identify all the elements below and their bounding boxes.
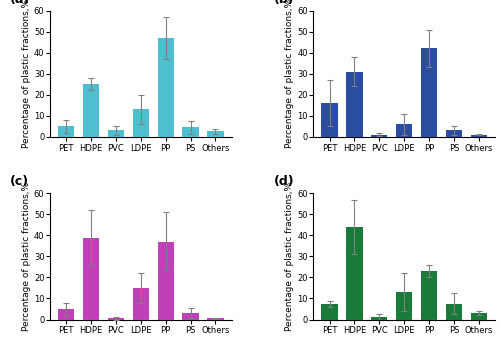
Text: (d): (d) <box>274 175 294 189</box>
Bar <box>208 131 224 137</box>
Y-axis label: Percentage of plastic fractions,%: Percentage of plastic fractions,% <box>22 0 31 148</box>
Bar <box>182 313 198 320</box>
Bar <box>322 304 338 320</box>
Bar <box>396 124 412 137</box>
Bar <box>108 130 124 137</box>
Bar <box>158 38 174 137</box>
Text: (b): (b) <box>274 0 294 6</box>
Text: (a): (a) <box>10 0 30 6</box>
Bar <box>322 103 338 137</box>
Bar <box>83 84 99 137</box>
Y-axis label: Percentage of plastic fractions,%: Percentage of plastic fractions,% <box>22 182 31 331</box>
Bar <box>132 109 149 137</box>
Y-axis label: Percentage of plastic fractions,%: Percentage of plastic fractions,% <box>286 182 294 331</box>
Bar <box>371 135 388 137</box>
Y-axis label: Percentage of plastic fractions,%: Percentage of plastic fractions,% <box>286 0 294 148</box>
Bar <box>446 304 462 320</box>
Bar <box>470 135 487 137</box>
Bar <box>132 288 149 320</box>
Bar <box>158 242 174 320</box>
Bar <box>346 72 362 137</box>
Bar <box>58 126 74 137</box>
Bar <box>371 317 388 320</box>
Bar <box>396 292 412 320</box>
Bar <box>108 318 124 320</box>
Bar <box>470 313 487 320</box>
Bar <box>446 130 462 137</box>
Bar <box>83 237 99 320</box>
Bar <box>208 318 224 320</box>
Bar <box>346 227 362 320</box>
Text: (c): (c) <box>10 175 29 189</box>
Bar <box>58 309 74 320</box>
Bar <box>182 127 198 137</box>
Bar <box>421 49 437 137</box>
Bar <box>421 271 437 320</box>
